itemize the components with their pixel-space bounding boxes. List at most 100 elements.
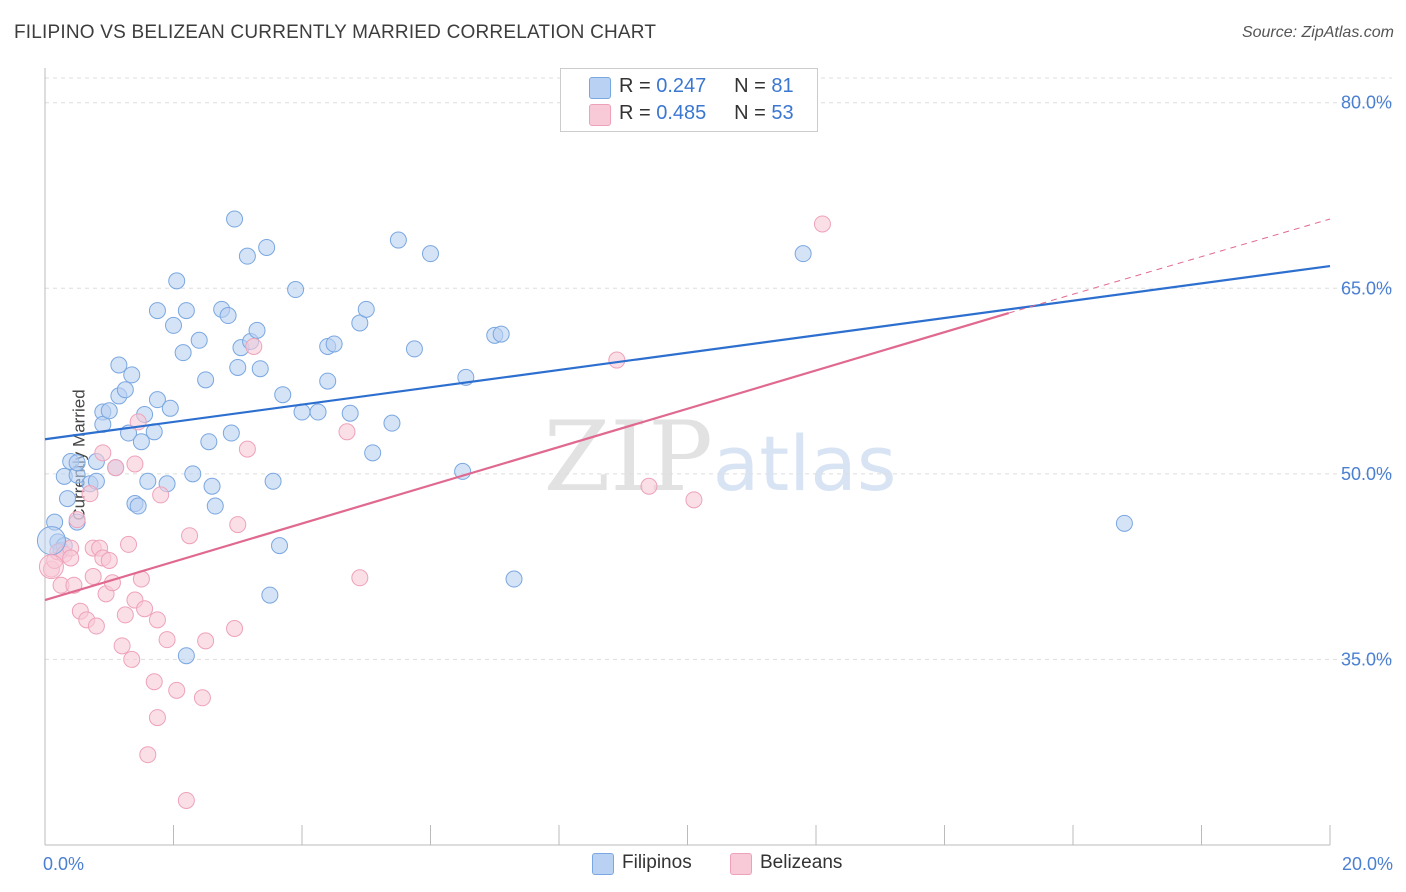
- legend-r-label: R =: [619, 75, 651, 97]
- filipino-point: [351, 314, 369, 332]
- belizean-trend-line: [44, 311, 1010, 602]
- filipino-point: [177, 647, 195, 665]
- filipino-point: [264, 472, 282, 490]
- filipino-point: [116, 381, 134, 399]
- filipino-point: [341, 404, 359, 422]
- belizean-point: [608, 351, 626, 369]
- belizean-point: [152, 486, 170, 504]
- legend-n-value: 53: [771, 102, 794, 124]
- belizean-point: [181, 527, 199, 545]
- belizean-point: [158, 631, 176, 649]
- belizean-point: [120, 535, 138, 553]
- legend-swatch-filipinos: [589, 77, 611, 99]
- chart-source: Source: ZipAtlas.com: [1241, 24, 1394, 41]
- belizean-point: [226, 620, 244, 638]
- filipino-point: [287, 281, 305, 299]
- belizean-point: [116, 606, 134, 624]
- legend-n-label: N =: [734, 75, 766, 97]
- x-tick-label-min: 0.0%: [43, 854, 84, 874]
- filipino-point: [132, 433, 150, 451]
- filipino-point: [168, 272, 186, 290]
- filipino-point: [139, 472, 157, 490]
- belizean-point: [168, 681, 186, 699]
- filipino-point: [177, 302, 195, 320]
- y-tick-label: 35.0%: [1341, 649, 1392, 669]
- filipino-trend-line: [44, 264, 1331, 441]
- filipino-point: [100, 402, 118, 420]
- belizean-trend-extension: [1008, 218, 1331, 314]
- filipino-point: [58, 490, 76, 508]
- filipino-point: [383, 414, 401, 432]
- belizean-point: [148, 611, 166, 629]
- belizean-point: [107, 459, 125, 477]
- legend-swatch-belizeans: [589, 104, 611, 126]
- filipino-point: [174, 344, 192, 362]
- filipino-point: [251, 360, 269, 378]
- filipino-point: [165, 316, 182, 334]
- legend-r-label: R =: [619, 102, 651, 124]
- filipino-point: [219, 307, 237, 325]
- filipino-point: [248, 321, 266, 339]
- y-tick-label: 50.0%: [1341, 464, 1392, 484]
- filipino-point: [357, 300, 375, 318]
- legend-r-value: 0.247: [656, 75, 707, 97]
- filipino-point: [206, 497, 224, 515]
- belizean-point: [813, 215, 831, 233]
- filipino-point: [492, 325, 510, 343]
- filipino-point: [203, 477, 221, 495]
- filipino-point: [309, 403, 327, 421]
- belizean-point: [84, 568, 102, 586]
- filipino-point: [794, 245, 812, 263]
- watermark: ZIPatlas: [544, 401, 897, 513]
- filipino-point: [148, 302, 166, 320]
- legend-n-label: N =: [734, 102, 766, 124]
- belizean-point: [338, 423, 356, 441]
- filipino-point: [197, 371, 215, 389]
- bottom-legend-swatch-filipinos: [592, 853, 614, 875]
- filipino-point: [271, 537, 289, 555]
- filipino-point: [258, 238, 276, 256]
- filipino-point: [229, 358, 247, 376]
- belizean-point: [126, 455, 144, 473]
- filipino-point: [422, 245, 439, 263]
- belizean-point: [68, 511, 86, 529]
- belizean-point: [197, 632, 215, 650]
- belizean-point: [351, 569, 369, 587]
- bottom-legend-swatch-belizeans: [730, 853, 752, 875]
- filipino-point: [364, 444, 382, 462]
- belizean-point: [148, 709, 166, 727]
- filipino-point: [123, 366, 141, 384]
- belizean-point: [94, 444, 112, 462]
- filipino-point: [184, 465, 202, 483]
- filipino-point: [161, 399, 179, 417]
- filipino-point: [200, 433, 218, 451]
- x-tick-label-max: 20.0%: [1342, 854, 1393, 874]
- filipino-point: [261, 586, 279, 604]
- belizean-point: [145, 673, 163, 691]
- filipino-point: [148, 391, 166, 409]
- belizean-point: [113, 637, 131, 655]
- legend-n-value: 81: [771, 75, 794, 97]
- filipino-point: [505, 570, 523, 588]
- filipino-point: [274, 386, 292, 404]
- filipino-point: [190, 331, 208, 349]
- correlation-legend: R = 0.247 N = 81 R = 0.485 N = 53: [560, 68, 818, 132]
- belizean-point: [100, 551, 118, 569]
- chart-title: FILIPINO VS BELIZEAN CURRENTLY MARRIED C…: [14, 22, 657, 43]
- filipino-point: [238, 247, 256, 265]
- filipino-point: [226, 210, 244, 228]
- belizean-point: [81, 485, 99, 503]
- filipino-point-cluster: [36, 526, 66, 556]
- filipino-point: [389, 231, 407, 249]
- belizean-point: [87, 617, 105, 635]
- belizean-point: [123, 650, 141, 668]
- bottom-legend-label-belizeans: Belizeans: [760, 852, 843, 873]
- y-tick-label: 80.0%: [1341, 93, 1392, 113]
- belizean-point: [640, 477, 658, 495]
- belizean-point: [177, 791, 195, 809]
- belizean-point: [139, 746, 157, 764]
- filipino-point: [110, 356, 128, 374]
- filipino-point: [129, 497, 147, 515]
- filipino-point: [405, 340, 423, 358]
